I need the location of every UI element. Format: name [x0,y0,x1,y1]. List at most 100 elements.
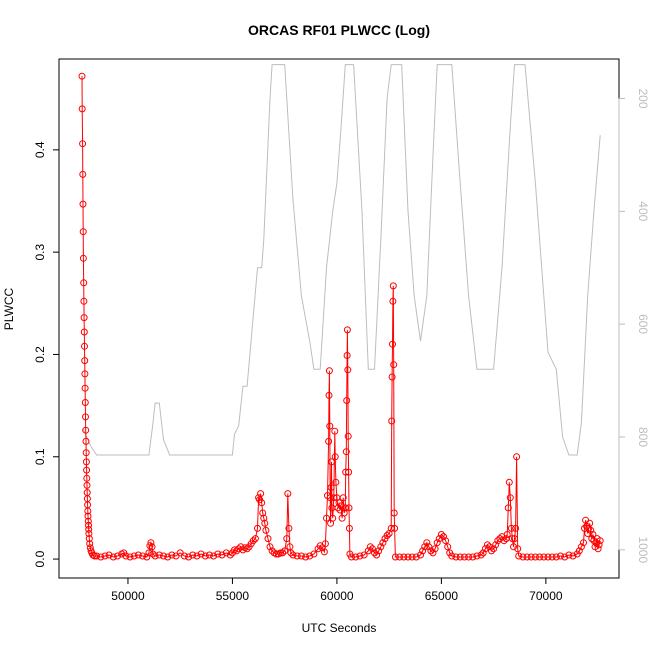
data-point [448,552,456,560]
data-point [79,170,87,178]
data-point [337,502,345,510]
right-tick-label: 200 [636,88,650,108]
altitude-line [82,64,601,456]
data-point [193,552,201,560]
data-point [130,552,138,560]
data-point [147,539,155,547]
data-point [84,507,92,515]
x-tick-label: 70000 [529,589,563,603]
data-point [243,545,251,553]
data-point [259,509,267,517]
data-point [433,539,441,547]
y-axis: 0.0 0.1 0.2 0.3 0.4 [33,141,60,567]
data-point [580,539,587,547]
data-point [379,539,387,547]
data-point [302,553,310,561]
data-point [596,537,604,545]
data-point [513,453,521,461]
data-point [427,547,435,555]
data-point [78,105,86,113]
data-point [151,552,159,560]
data-point [387,524,395,532]
data-point [492,541,500,549]
right-tick-label: 800 [636,427,650,447]
data-point [83,474,91,482]
data-point [544,553,552,561]
data-point [368,545,376,553]
data-point [595,541,603,549]
x-axis: 50000 55000 60000 65000 70000 [111,577,563,603]
data-point [306,552,314,560]
data-point [373,551,381,559]
data-point [456,553,464,561]
data-point [226,551,234,559]
data-point [82,426,90,434]
data-point [375,547,383,555]
data-point [85,535,93,543]
data-point [504,504,512,512]
data-point [126,553,134,561]
y-tick-label: 0.1 [33,448,47,465]
data-point [279,549,287,557]
data-point [266,543,274,551]
data-point [506,494,514,502]
data-point [80,328,88,336]
data-point [251,535,259,543]
data-point [164,553,172,561]
data-point [429,549,437,557]
data-point [332,478,340,486]
data-point [81,357,89,365]
data-point [325,437,333,445]
data-point [527,553,535,561]
data-point [423,539,431,547]
x-tick-label: 50000 [111,589,145,603]
data-point [342,448,350,456]
data-point [321,540,329,548]
data-point [325,391,333,399]
data-point [421,543,429,551]
data-point [341,504,349,512]
data-point [277,549,284,557]
data-point [352,553,360,561]
data-point [366,543,374,551]
data-point [189,551,197,559]
data-point [548,553,556,561]
data-point [485,543,493,551]
data-point [82,449,90,457]
data-point [260,514,268,522]
data-point [565,551,573,559]
data-point [79,200,87,208]
data-point [510,543,517,551]
data-point [86,540,94,548]
data-point [460,553,468,561]
right-tick-label: 600 [636,314,650,334]
plwcc-line [81,76,601,558]
data-point [293,552,301,560]
data-point [523,553,531,561]
data-point [444,543,452,551]
data-point [328,458,335,466]
data-point [105,551,113,559]
altitude-series [82,64,601,456]
data-point [440,533,447,541]
data-point [145,549,153,557]
data-point [531,553,539,561]
data-point [210,552,218,560]
data-point [390,361,398,369]
data-point [360,551,368,559]
data-point [512,524,520,532]
data-point [79,254,87,262]
data-point [84,512,92,520]
data-point [330,494,338,502]
data-point [425,543,433,551]
data-point [477,551,485,559]
data-point [388,373,396,381]
data-point [326,422,334,430]
data-point [344,366,352,374]
data-point [93,552,101,560]
data-point [122,552,130,560]
data-point [508,535,516,543]
data-point [197,550,205,558]
data-point [388,417,396,425]
data-point [588,535,596,543]
